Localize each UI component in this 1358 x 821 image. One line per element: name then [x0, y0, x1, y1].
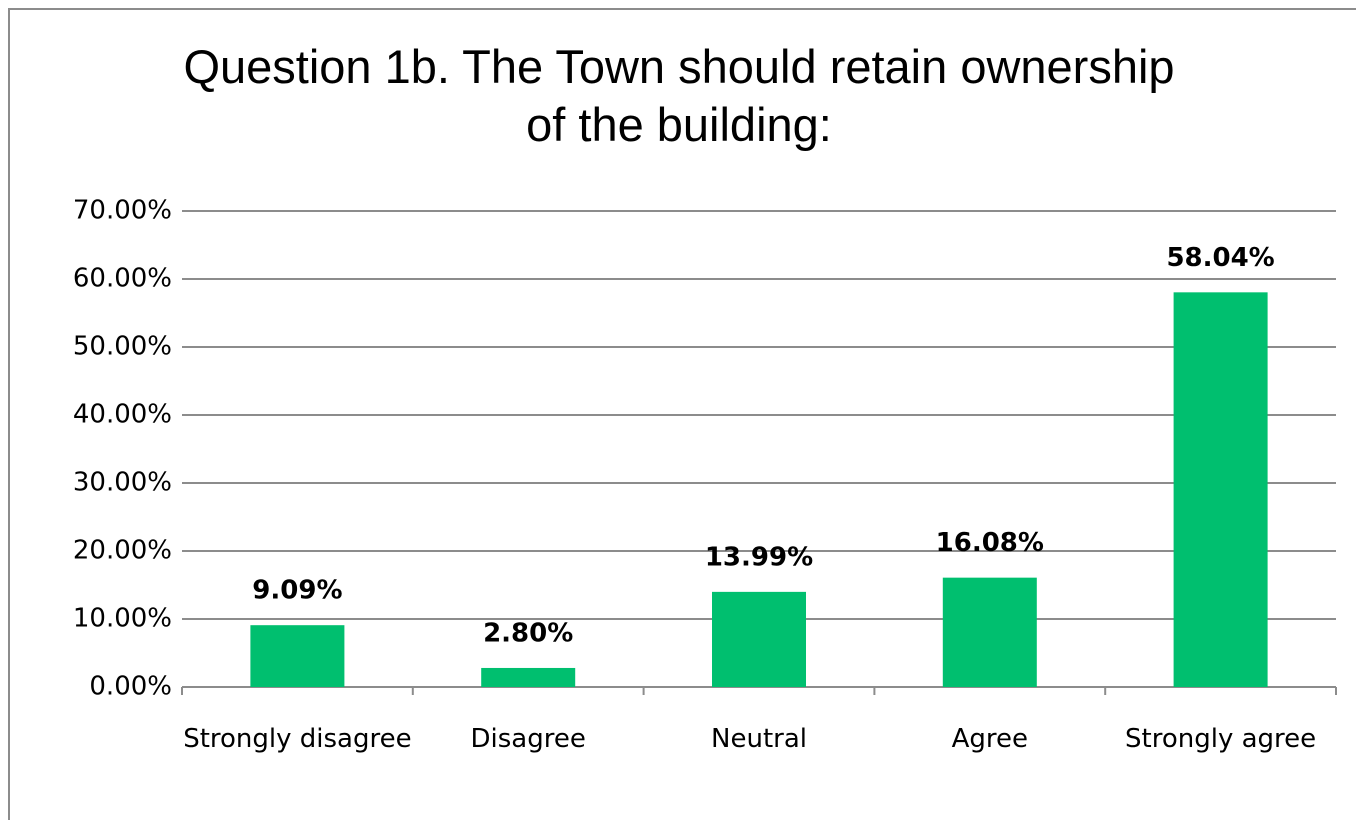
data-label: 9.09% [252, 576, 342, 606]
y-tick-label: 10.00% [73, 604, 172, 634]
bar [942, 577, 1037, 687]
y-tick-label: 70.00% [73, 196, 172, 226]
data-label: 58.04% [1166, 243, 1274, 273]
y-tick-label: 0.00% [89, 672, 172, 702]
chart-border [8, 8, 1356, 820]
bar [481, 667, 576, 687]
data-label: 2.80% [483, 618, 573, 648]
x-tick-label: Neutral [711, 724, 807, 754]
y-tick-label: 60.00% [73, 264, 172, 294]
bar [1173, 292, 1268, 687]
y-tick-label: 40.00% [73, 400, 172, 430]
bar [712, 591, 806, 687]
y-tick-label: 50.00% [73, 332, 172, 362]
chart-title: Question 1b. The Town should retain owne… [183, 40, 1175, 151]
x-tick-label: Disagree [470, 724, 586, 754]
x-tick-label: Strongly disagree [183, 724, 412, 754]
y-tick-label: 20.00% [73, 536, 172, 566]
x-tick-label: Agree [951, 724, 1028, 754]
data-label: 13.99% [705, 542, 813, 572]
data-label: 16.08% [936, 528, 1044, 558]
bar [250, 625, 345, 687]
x-tick-label: Strongly agree [1125, 724, 1317, 754]
y-tick-label: 30.00% [73, 468, 172, 498]
